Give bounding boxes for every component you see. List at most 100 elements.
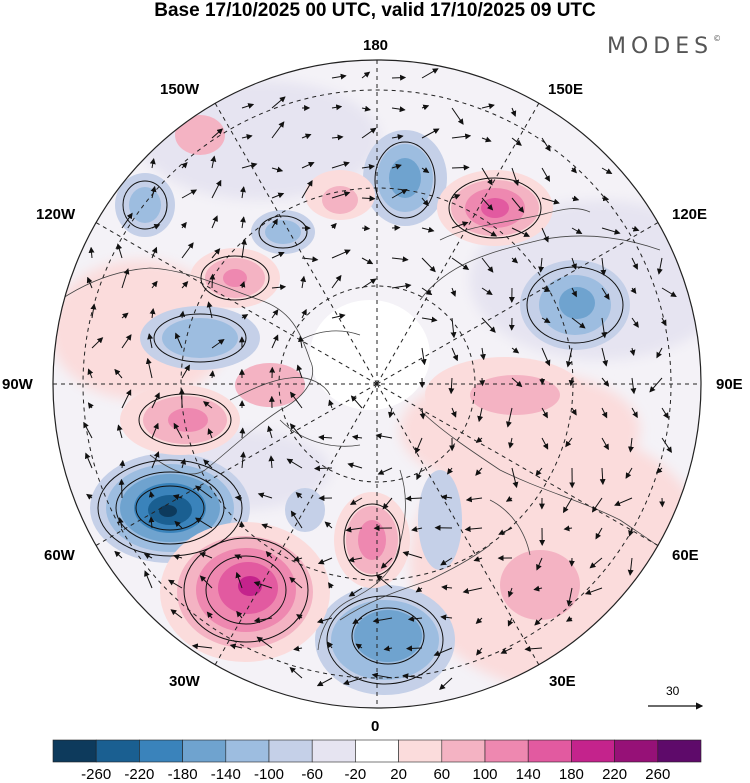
wind-arrow: [234, 494, 243, 501]
wind-arrow: [150, 185, 157, 199]
wind-arrow: [655, 467, 663, 474]
wind-arrow: [361, 225, 371, 232]
wind-arrow: [181, 281, 189, 289]
wind-arrow: [293, 556, 303, 562]
wind-arrow: [144, 570, 153, 589]
map-boundary: [52, 59, 702, 709]
wind-arrow: [331, 73, 347, 80]
wind-arrow: [361, 257, 374, 265]
wind-arrow: [473, 556, 483, 562]
wind-arrow: [207, 428, 214, 439]
colorbar-tick-label: 100: [472, 766, 498, 783]
wind-arrow: [391, 282, 412, 289]
wind-arrow: [361, 105, 371, 112]
wind-arrow: [629, 347, 636, 356]
wind-arrow: [151, 451, 160, 469]
colorbar-swatch: [268, 739, 313, 763]
wind-arrow: [565, 347, 573, 368]
wind-arrow: [479, 347, 486, 361]
wind-arrow: [290, 510, 303, 529]
wind-arrow: [87, 368, 94, 379]
wind-arrow: [382, 497, 393, 510]
wind-arrow: [419, 407, 426, 420]
lon-label-150w: 150W: [160, 81, 200, 98]
wind-arrow: [421, 68, 439, 79]
wind-arrow: [614, 497, 633, 507]
wind-arrow: [181, 364, 190, 379]
wind-arrow: [145, 357, 153, 379]
wind-arrow: [199, 552, 213, 559]
wind-arrow: [328, 399, 334, 409]
brand-logo: MODES©: [607, 34, 722, 59]
wind-arrow: [538, 257, 545, 273]
wind-arrow: [656, 347, 663, 359]
wind-arrow: [465, 496, 483, 503]
lon-label-60e: 60E: [672, 547, 699, 564]
wind-arrow: [421, 128, 440, 139]
wind-arrow: [421, 287, 433, 296]
wind-arrow: [331, 134, 344, 141]
lon-label-120w: 120W: [36, 206, 76, 223]
wind-arrow: [330, 222, 337, 230]
colorbar-swatch: [95, 739, 140, 763]
wind-arrow: [355, 643, 363, 650]
wind-arrow: [649, 377, 663, 393]
wind-arrow: [383, 645, 393, 652]
wind-arrow: [450, 287, 457, 297]
colorbar-swatch: [527, 739, 572, 763]
wind-arrow: [361, 278, 377, 289]
wind-arrow: [267, 425, 273, 439]
wind-arrow: [331, 249, 351, 259]
wind-arrow: [563, 525, 573, 532]
wind-arrow: [295, 492, 303, 499]
wind-arrow: [147, 333, 154, 349]
colorbar-tick-label: 180: [558, 766, 584, 783]
wind-arrow: [656, 257, 663, 275]
wind-arrow: [571, 317, 586, 329]
wind-arrow: [271, 121, 285, 139]
wind-arrow: [541, 137, 551, 152]
wind-arrow: [361, 127, 377, 139]
wind-arrow: [116, 243, 123, 259]
wind-arrow: [239, 281, 246, 289]
wind-arrow: [351, 434, 363, 441]
wind-arrow: [405, 495, 423, 502]
wind-arrow: [114, 368, 123, 379]
colorbar-swatch: [182, 739, 227, 763]
wind-arrow: [451, 107, 464, 125]
wind-arrow: [210, 155, 217, 169]
wind-arrow: [481, 227, 498, 237]
wind-arrow: [541, 437, 549, 450]
wind-arrow: [121, 268, 130, 289]
wind-arrow: [172, 494, 183, 500]
wind-arrow: [377, 467, 393, 475]
wind-arrow: [511, 377, 523, 388]
wind-arrow: [628, 437, 634, 453]
wind-arrow: [241, 238, 247, 259]
wind-arrow: [511, 137, 522, 146]
wind-arrow: [631, 257, 638, 270]
wind-arrow: [498, 527, 513, 535]
colorbar: [52, 739, 702, 763]
wind-arrow: [505, 496, 513, 502]
wind-arrow: [298, 335, 304, 349]
wind-arrow: [421, 104, 430, 111]
wind-arrow: [349, 497, 363, 505]
wind-arrow: [541, 317, 551, 324]
map-title: Base 17/10/2025 00 UTC, valid 17/10/2025…: [154, 0, 596, 21]
wind-arrow: [391, 256, 409, 263]
wind-arrow: [475, 436, 483, 444]
wind-arrow: [318, 434, 333, 441]
wind-arrow: [481, 103, 495, 110]
reference-vector-label: 30: [666, 684, 680, 698]
wind-arrow: [239, 427, 246, 439]
wind-arrow: [271, 96, 286, 109]
wind-arrow: [148, 516, 155, 529]
wind-arrow: [271, 166, 284, 173]
wind-arrow: [148, 491, 155, 499]
wind-arrow: [451, 347, 459, 362]
wind-arrow: [511, 197, 525, 213]
wind-arrow: [420, 347, 427, 366]
wind-arrow: [421, 226, 435, 233]
wind-arrow: [296, 614, 303, 620]
